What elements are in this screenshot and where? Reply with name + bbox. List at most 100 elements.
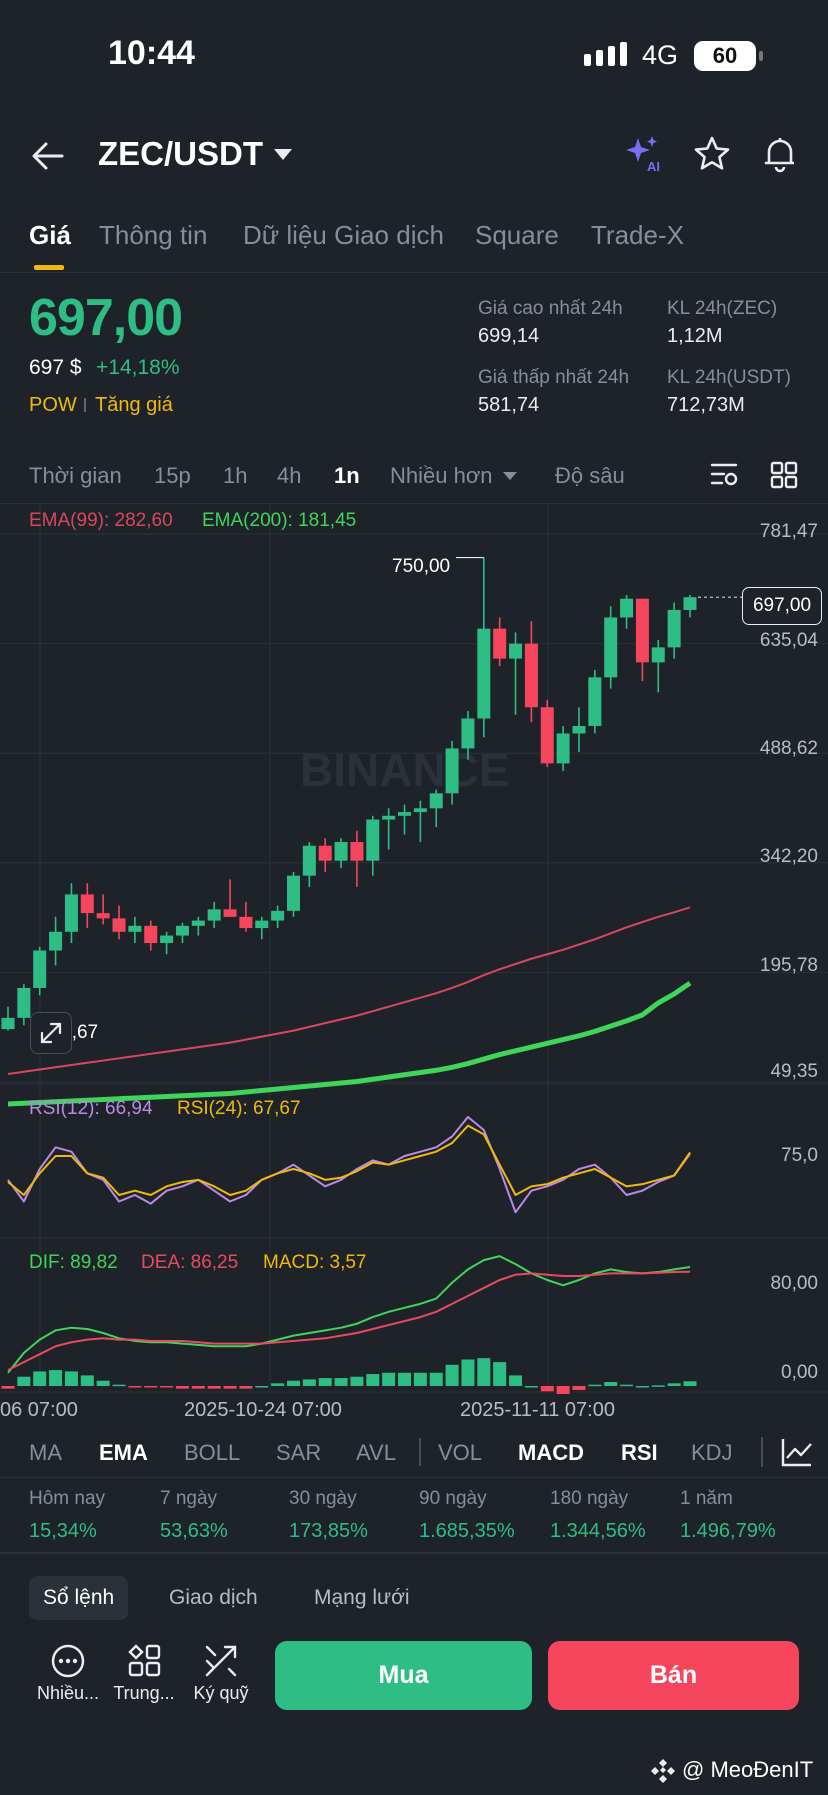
ind-rsi[interactable]: RSI (621, 1440, 658, 1465)
expand-chart-button[interactable] (30, 1012, 72, 1054)
back-arrow-icon[interactable] (30, 138, 66, 174)
tf-1d[interactable]: 1n (334, 463, 360, 488)
macd-histogram-bar (540, 1386, 554, 1392)
candle-body (239, 916, 253, 929)
tab-underline (34, 265, 64, 270)
tab-trades[interactable]: Giao dịch (169, 1586, 258, 1609)
macd-histogram-bar (49, 1370, 63, 1386)
tab-square[interactable]: Square (475, 220, 559, 250)
macd-axis-label: 80,00 (770, 1273, 818, 1294)
ind-avl[interactable]: AVL (356, 1440, 396, 1465)
sell-button[interactable]: Bán (548, 1641, 799, 1710)
date-axis-label: 2025-10-24 07:00 (184, 1399, 342, 1421)
bell-icon[interactable] (760, 134, 800, 174)
perf-value: 1.685,35% (419, 1520, 515, 1542)
perf-value: 1.496,79% (680, 1520, 776, 1542)
ai-sparkle-icon[interactable]: AI (624, 134, 664, 174)
candle-body (49, 931, 63, 951)
more-caret-icon (503, 472, 517, 480)
candle-body (413, 808, 427, 813)
candle-body (302, 845, 316, 876)
candle-body (318, 845, 332, 861)
date-axis-label: 2025-11-11 07:00 (460, 1399, 615, 1421)
tf-4h[interactable]: 4h (277, 463, 302, 488)
price-change: +14,18% (96, 356, 180, 379)
ema99-legend: EMA(99): 282,60 (29, 510, 173, 531)
more-dots-icon[interactable] (48, 1641, 88, 1681)
vol-quote-label: KL 24h(USDT) (667, 367, 791, 388)
margin-label[interactable]: Ký quỹ (193, 1683, 249, 1703)
tab-price[interactable]: Giá (29, 220, 71, 250)
tab-trading-data[interactable]: Dữ liệu Giao dịch (243, 220, 444, 250)
macd-histogram-bar (64, 1371, 78, 1386)
rsi24-legend: RSI(24): 67,67 (177, 1098, 301, 1119)
candle-body (366, 819, 380, 861)
macd-histogram-bar (509, 1375, 523, 1386)
rsi24-line (7, 1124, 691, 1196)
tf-time[interactable]: Thời gian (29, 463, 122, 488)
candle-body (128, 925, 142, 932)
perf-label: 90 ngày (419, 1488, 487, 1509)
indicator-settings-icon[interactable] (780, 1436, 814, 1468)
tag-separator (84, 398, 86, 412)
tab-network[interactable]: Mạng lưới (314, 1586, 410, 1609)
tab-info[interactable]: Thông tin (99, 220, 208, 250)
perf-value: 15,34% (29, 1520, 97, 1542)
macd-histogram-bar (144, 1386, 158, 1388)
candle-body (350, 841, 364, 861)
macd-histogram-bar (556, 1386, 570, 1394)
ind-kdj[interactable]: KDJ (691, 1440, 733, 1465)
pair-title[interactable]: ZEC/USDT (98, 135, 263, 172)
tag-trending[interactable]: Tăng giá (95, 394, 173, 416)
candle-body (64, 894, 78, 932)
macd-histogram-bar (683, 1381, 697, 1386)
binance-watermark: BINANCE (300, 744, 510, 796)
caret-down-icon[interactable] (274, 149, 292, 160)
rsi-axis-label: 75,0 (781, 1145, 818, 1166)
price-axis-label: 195,78 (759, 955, 818, 976)
macd-histogram-bar (493, 1362, 507, 1386)
candle-body (493, 628, 507, 659)
ind-sar[interactable]: SAR (276, 1440, 322, 1465)
rsi12-legend: RSI(12): 66,94 (29, 1098, 153, 1119)
ind-ma[interactable]: MA (29, 1440, 62, 1465)
macd-axis-label: 0,00 (781, 1362, 818, 1383)
ai-badge: AI (647, 159, 660, 174)
chart-settings-icon[interactable] (709, 460, 739, 490)
tab-order-book[interactable]: Sổ lệnh (29, 1576, 129, 1620)
macd-histogram-bar (588, 1384, 602, 1387)
price-chart[interactable]: BINANCE (0, 504, 828, 1394)
macd-histogram-bar (80, 1375, 94, 1386)
star-icon[interactable] (692, 134, 732, 174)
last-price: 697,00 (29, 289, 183, 347)
perf-value: 53,63% (160, 1520, 228, 1542)
tf-15m[interactable]: 15p (154, 463, 191, 488)
candle-body (334, 841, 348, 861)
perf-label: 30 ngày (289, 1488, 357, 1509)
tf-1h[interactable]: 1h (223, 463, 248, 488)
ind-ema[interactable]: EMA (99, 1440, 148, 1465)
macd-histogram-bar (413, 1372, 427, 1386)
macd-histogram-bar (160, 1386, 174, 1388)
ind-vol[interactable]: VOL (438, 1440, 483, 1465)
macd-histogram-bar (17, 1376, 31, 1386)
tab-trade-x[interactable]: Trade-X (591, 220, 684, 250)
hub-label[interactable]: Trung... (113, 1683, 175, 1703)
tf-more[interactable]: Nhiều hơn (390, 463, 493, 488)
perf-label: Hôm nay (29, 1488, 106, 1509)
macd-histogram-bar (112, 1384, 126, 1387)
buy-button[interactable]: Mua (275, 1641, 532, 1710)
margin-icon[interactable] (201, 1641, 241, 1681)
date-axis-label: 06 07:00 (0, 1399, 78, 1421)
hub-icon[interactable] (125, 1641, 165, 1681)
ind-boll[interactable]: BOLL (184, 1440, 241, 1465)
grid-layout-icon[interactable] (769, 460, 799, 490)
tf-depth[interactable]: Độ sâu (555, 463, 625, 488)
tag-pow[interactable]: POW (29, 394, 77, 416)
macd-histogram-bar (175, 1386, 189, 1389)
more-label[interactable]: Nhiều... (36, 1683, 100, 1703)
dea-legend: DEA: 86,25 (141, 1252, 239, 1273)
candle-body (271, 910, 285, 921)
ind-macd[interactable]: MACD (518, 1440, 584, 1465)
dea-line (7, 1270, 691, 1371)
